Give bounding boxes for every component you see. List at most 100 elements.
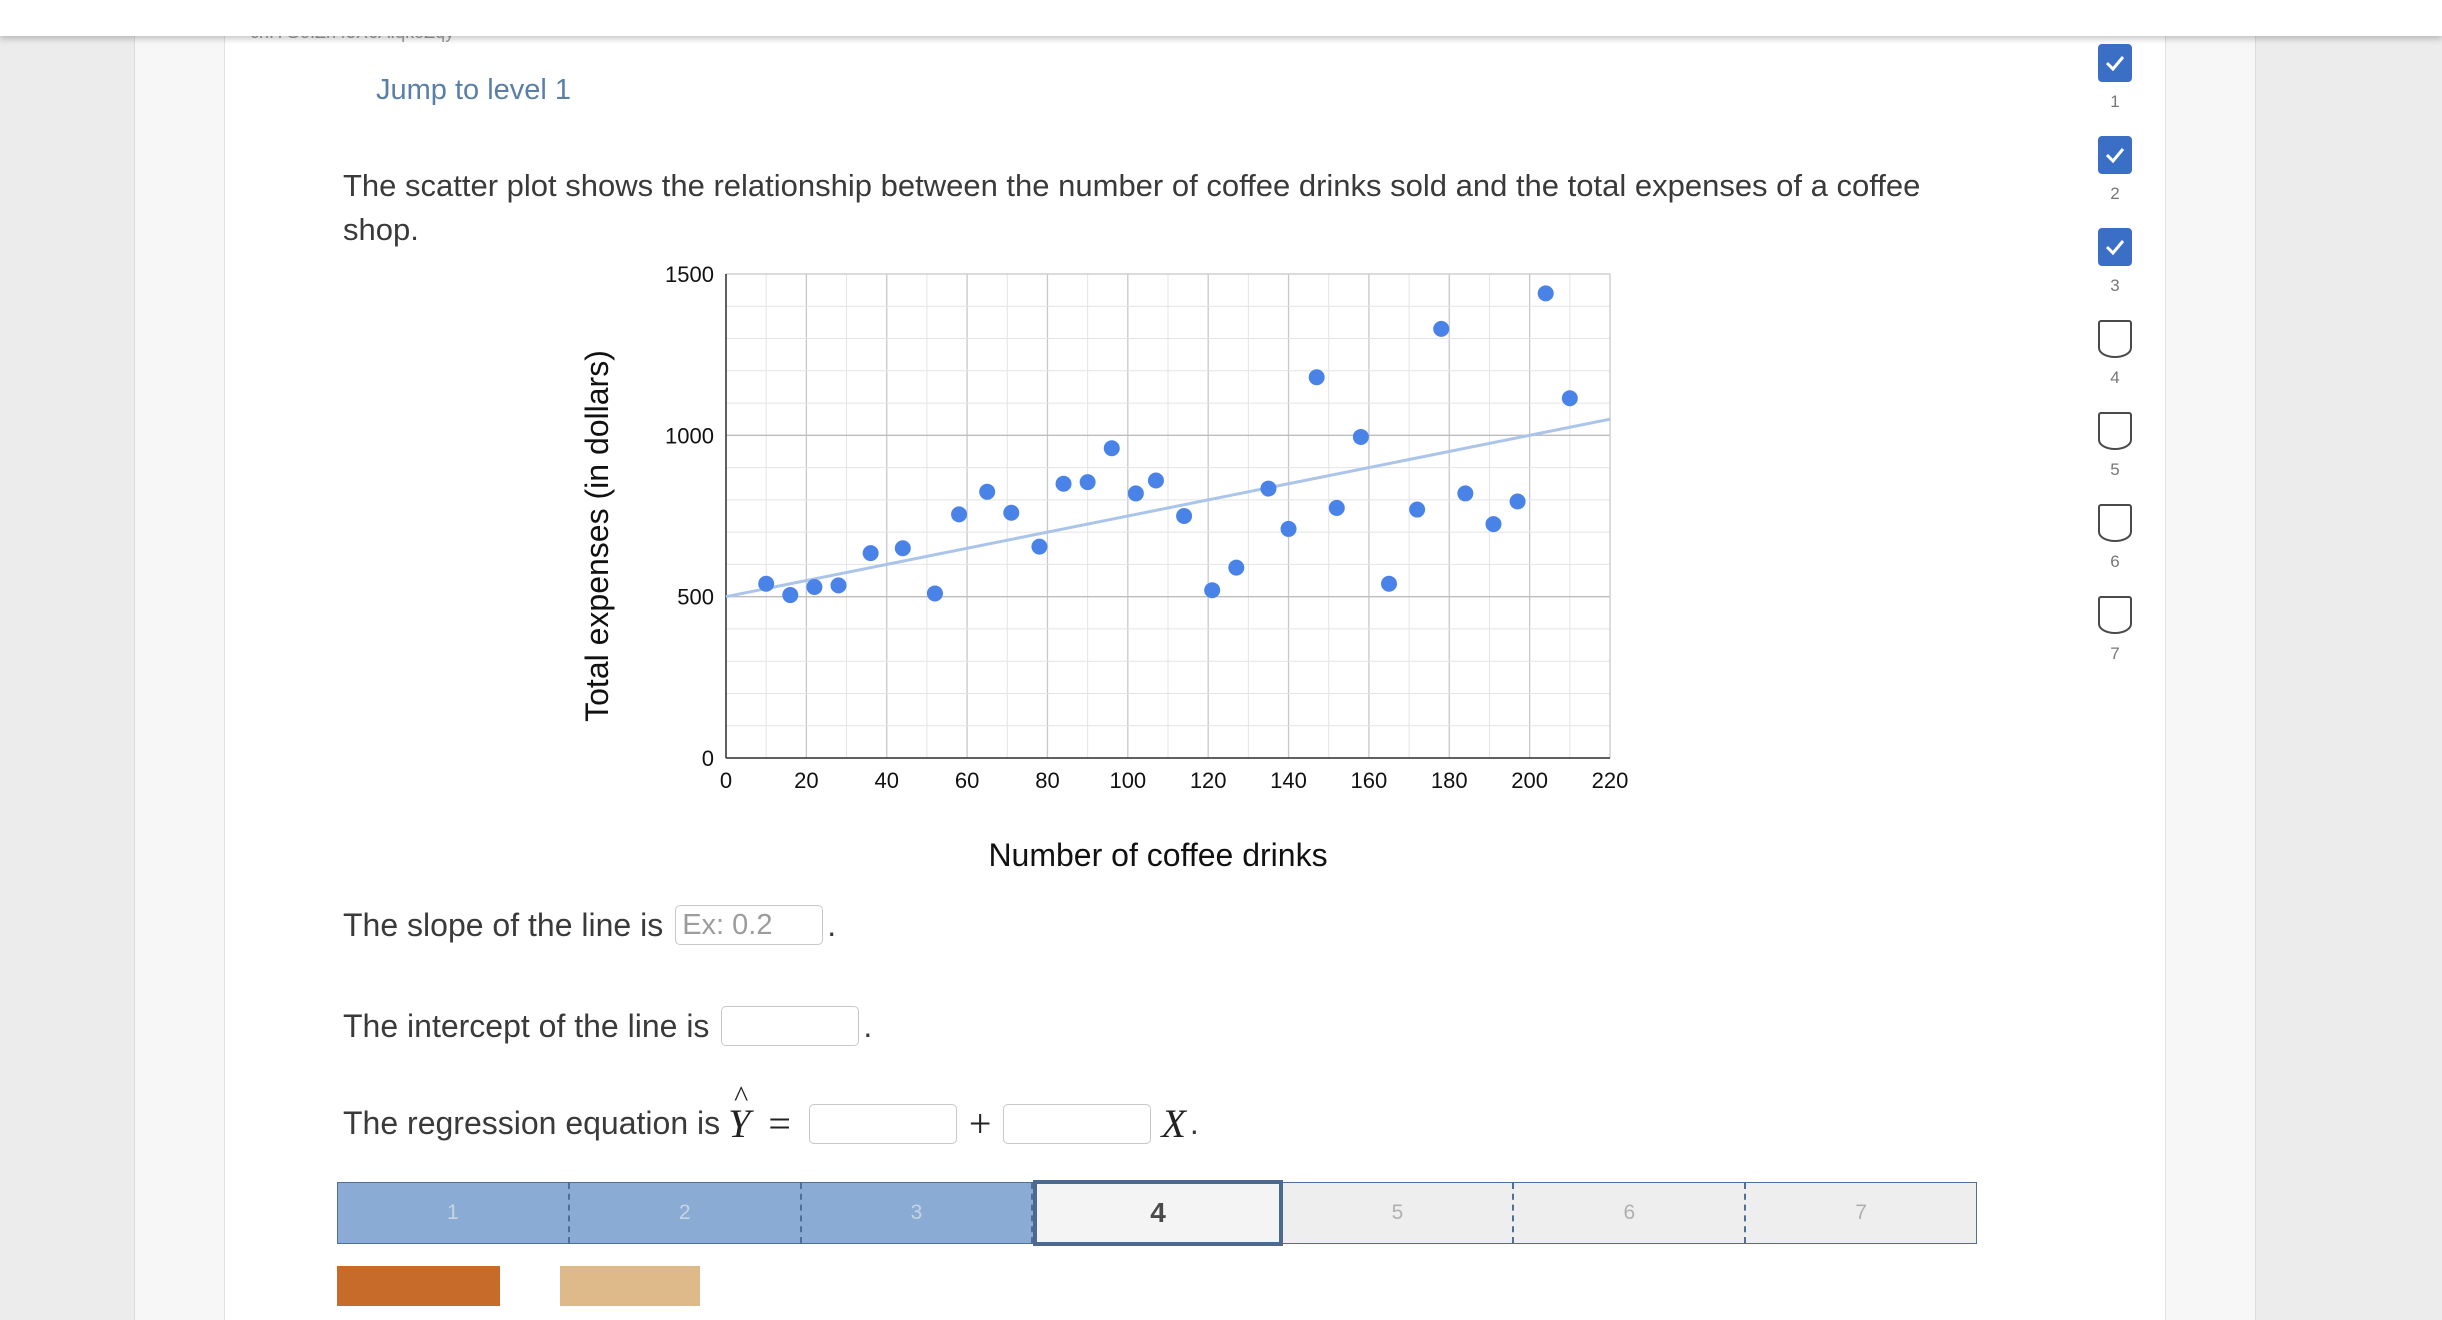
- slope-input[interactable]: [675, 905, 824, 945]
- intercept-label: The intercept of the line is: [343, 1007, 710, 1044]
- regression-period: .: [1189, 1105, 1199, 1141]
- slope-label: The slope of the line is: [343, 906, 664, 943]
- data-point: [1204, 582, 1221, 599]
- level-item-5[interactable]: 5: [2094, 412, 2136, 504]
- data-point: [1079, 474, 1096, 491]
- progress-segment-label: 7: [1855, 1201, 1867, 1224]
- progress-segment-label: 6: [1623, 1201, 1636, 1224]
- intercept-question: The intercept of the line is .: [343, 1006, 872, 1046]
- progress-segment-label: 1: [447, 1201, 459, 1224]
- regression-label: The regression equation is: [343, 1105, 721, 1141]
- hat-symbol: ^: [734, 1080, 749, 1113]
- progress-segment-label: 3: [910, 1201, 923, 1224]
- data-point: [1280, 520, 1297, 537]
- data-point: [1509, 493, 1526, 510]
- level-number: 4: [2110, 368, 2120, 387]
- data-point: [1561, 390, 1578, 407]
- level-checkbox[interactable]: [2098, 44, 2132, 82]
- level-checkbox[interactable]: [2098, 596, 2132, 634]
- level-checklist: 1 2 3 4 5 6 7: [2094, 44, 2136, 688]
- level-item-3[interactable]: 3: [2094, 228, 2136, 320]
- regression-slope-input[interactable]: [1003, 1103, 1152, 1144]
- scatter-plot: 0 20 40 60 80 100 120 140 160 180 200 220 0 500 1000 15…: [579, 262, 1628, 873]
- data-point: [862, 545, 879, 562]
- level-number: 6: [2110, 552, 2120, 571]
- data-point: [1003, 504, 1020, 521]
- problem-statement: The scatter plot shows the relationship …: [343, 168, 1921, 247]
- checkmark-icon: [2105, 56, 2125, 72]
- intercept-input[interactable]: [721, 1006, 860, 1046]
- x-tick-label: 100: [1109, 768, 1146, 793]
- progress-segment-5[interactable]: 5: [1282, 1183, 1515, 1243]
- data-point: [1381, 575, 1397, 592]
- level-checkbox[interactable]: [2098, 228, 2132, 266]
- y-tick-label: 0: [702, 746, 714, 771]
- data-point: [1433, 320, 1450, 337]
- x-tick-label: 140: [1270, 768, 1307, 793]
- progress-segment-4[interactable]: 4: [1033, 1180, 1283, 1246]
- jump-to-level-link[interactable]: Jump to level 1: [376, 74, 572, 106]
- x-axis-title: Number of coffee drinks: [988, 837, 1327, 873]
- data-point: [1103, 440, 1120, 457]
- data-point: [1228, 559, 1245, 576]
- level-number: 3: [2110, 276, 2120, 295]
- level-number: 2: [2110, 184, 2120, 203]
- progress-segment-label: 4: [1150, 1197, 1166, 1228]
- plus-sign: +: [968, 1101, 992, 1146]
- x-tick-label: 0: [720, 768, 732, 793]
- level-item-7[interactable]: 7: [2094, 596, 2136, 688]
- checkmark-icon: [2105, 148, 2125, 164]
- slope-question: The slope of the line is .: [343, 905, 836, 945]
- y-tick-label: 1000: [665, 423, 714, 448]
- level-item-4[interactable]: 4: [2094, 320, 2136, 412]
- progress-segment-1[interactable]: 1: [338, 1183, 570, 1243]
- data-point: [1457, 485, 1474, 502]
- data-point: [830, 577, 847, 594]
- data-point: [1147, 472, 1164, 489]
- level-item-2[interactable]: 2: [2094, 136, 2136, 228]
- x-tick-label: 160: [1351, 768, 1388, 793]
- data-point: [782, 587, 799, 604]
- progress-segment-7[interactable]: 7: [1746, 1183, 1976, 1243]
- data-point: [1260, 480, 1277, 497]
- next-button[interactable]: [560, 1266, 700, 1306]
- check-button[interactable]: [337, 1266, 500, 1306]
- progress-segment-label: 5: [1391, 1201, 1404, 1224]
- level-checkbox[interactable]: [2098, 136, 2132, 174]
- data-point: [979, 483, 996, 500]
- y-tick-label: 500: [677, 585, 714, 610]
- data-point: [1031, 538, 1048, 555]
- x-variable: X: [1161, 1101, 1186, 1146]
- data-point: [926, 585, 943, 602]
- progress-segment-6[interactable]: 6: [1514, 1183, 1747, 1243]
- data-point: [1127, 485, 1144, 502]
- level-number: 5: [2110, 460, 2120, 479]
- regression-intercept-input[interactable]: [808, 1103, 957, 1144]
- level-checkbox[interactable]: [2098, 320, 2132, 358]
- level-number: 1: [2110, 92, 2120, 111]
- progress-segment-label: 2: [678, 1201, 691, 1224]
- data-point: [1176, 508, 1193, 524]
- level-checkbox[interactable]: [2098, 504, 2132, 542]
- level-number: 7: [2110, 644, 2120, 663]
- x-tick-label: 180: [1431, 768, 1468, 793]
- y-tick-label: 1500: [665, 262, 714, 287]
- data-point: [1537, 285, 1554, 302]
- level-item-6[interactable]: 6: [2094, 504, 2136, 596]
- data-point: [1308, 369, 1325, 386]
- checkmark-icon: [2105, 240, 2125, 256]
- x-tick-label: 40: [874, 768, 898, 793]
- y-axis-title: Total expenses (in dollars): [579, 350, 615, 722]
- data-point: [951, 506, 968, 523]
- progress-segment-3[interactable]: 3: [801, 1183, 1034, 1243]
- level-progress-bar: 1 2 3 4 5 6 7: [337, 1180, 1977, 1246]
- x-tick-label: 20: [794, 768, 818, 793]
- data-point: [1485, 516, 1502, 533]
- level-item-1[interactable]: 1: [2094, 44, 2136, 136]
- x-tick-label: 120: [1190, 768, 1227, 793]
- content-card: [224, 20, 2166, 1320]
- level-checkbox[interactable]: [2098, 412, 2132, 450]
- regression-question: The regression equation is Y ^ = + X .: [343, 1080, 1199, 1147]
- y-symbol: Y: [728, 1101, 751, 1146]
- progress-segment-2[interactable]: 2: [569, 1183, 802, 1243]
